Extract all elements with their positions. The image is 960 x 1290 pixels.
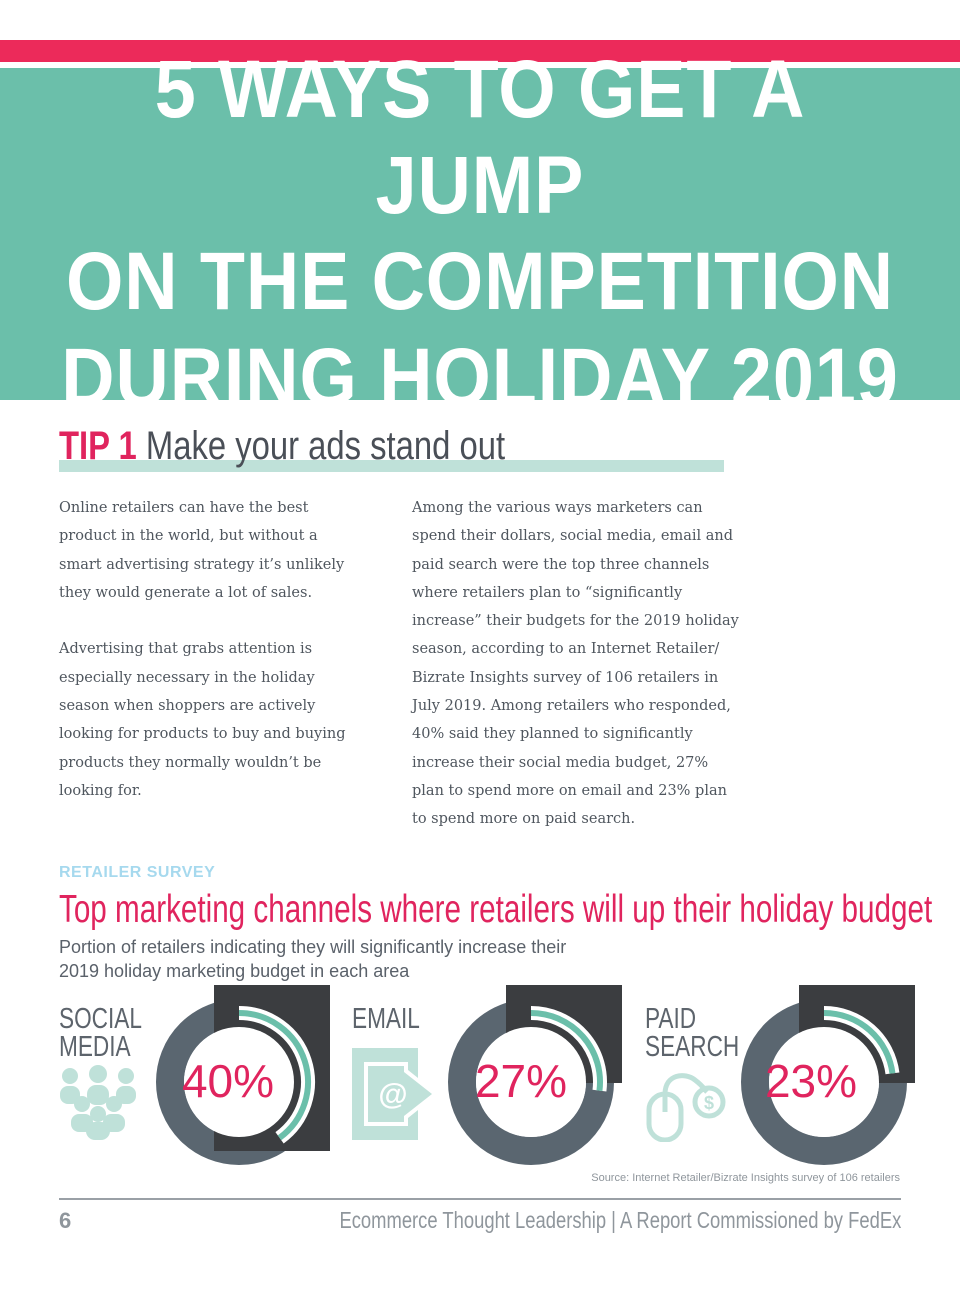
donut-hole	[769, 1027, 879, 1137]
donut-value-label: 40%	[182, 1055, 274, 1107]
body-paragraph: Among the various ways marketers can spe…	[412, 500, 739, 828]
donut-value-label: 23%	[765, 1055, 857, 1107]
donut-highlight-arc-inner	[823, 1010, 896, 1074]
body-column-right: Among the various ways marketers can spe…	[412, 494, 742, 862]
title-banner: 5 WAYS TO GET A JUMP ON THE COMPETITION …	[0, 44, 960, 423]
donut-highlight-arc-inner	[238, 1010, 311, 1141]
tip-title: Make your ads stand out	[145, 424, 506, 468]
survey-kicker: RETAILER SURVEY	[59, 864, 216, 881]
donut-highlight-arc-inner	[530, 1010, 603, 1092]
tip-heading: TIP 1 Make your ads stand out	[59, 422, 724, 474]
body-column-left: Online retailers can have the best produ…	[59, 494, 349, 834]
tip-underline-bar	[59, 460, 724, 472]
page-title: 5 WAYS TO GET A JUMP ON THE COMPETITION …	[48, 42, 912, 426]
body-paragraph: Online retailers can have the best produ…	[59, 500, 345, 601]
email-envelope-icon: @	[352, 1048, 438, 1140]
metric-label-social-media: SOCIAL MEDIA	[59, 1003, 142, 1063]
title-line: DURING HOLIDAY 2019	[61, 332, 899, 423]
metric-label-paid-search: PAID SEARCH	[645, 1003, 740, 1063]
svg-text:@: @	[378, 1078, 407, 1111]
donut-value-label: 27%	[475, 1055, 567, 1107]
survey-subtitle: Portion of retailers indicating they wil…	[59, 937, 567, 981]
footer-divider	[59, 1198, 901, 1200]
donut-chart-social-media: 40%	[156, 985, 330, 1165]
page-number: 6	[59, 1208, 72, 1233]
title-line: 5 WAYS TO GET A JUMP	[154, 44, 806, 231]
title-line: ON THE COMPETITION	[66, 236, 894, 327]
survey-title: Top marketing channels where retailers w…	[59, 888, 933, 931]
body-paragraph: Advertising that grabs attention is espe…	[59, 641, 346, 799]
donut-chart-paid-search: 23%	[741, 985, 915, 1165]
source-note: Source: Internet Retailer/Bizrate Insigh…	[591, 1172, 900, 1184]
donut-chart-email: 27%	[448, 985, 622, 1165]
mouse-dollar-icon: $	[646, 1073, 726, 1142]
donut-hole	[184, 1027, 294, 1137]
metric-label-email: EMAIL	[352, 1003, 420, 1035]
donut-hole	[476, 1027, 586, 1137]
svg-text:$: $	[704, 1093, 714, 1113]
people-group-icon	[60, 1065, 136, 1140]
footer-text: Ecommerce Thought Leadership | A Report …	[339, 1207, 901, 1233]
tip-number: TIP 1	[59, 424, 137, 468]
top-accent-stripe	[0, 40, 960, 62]
